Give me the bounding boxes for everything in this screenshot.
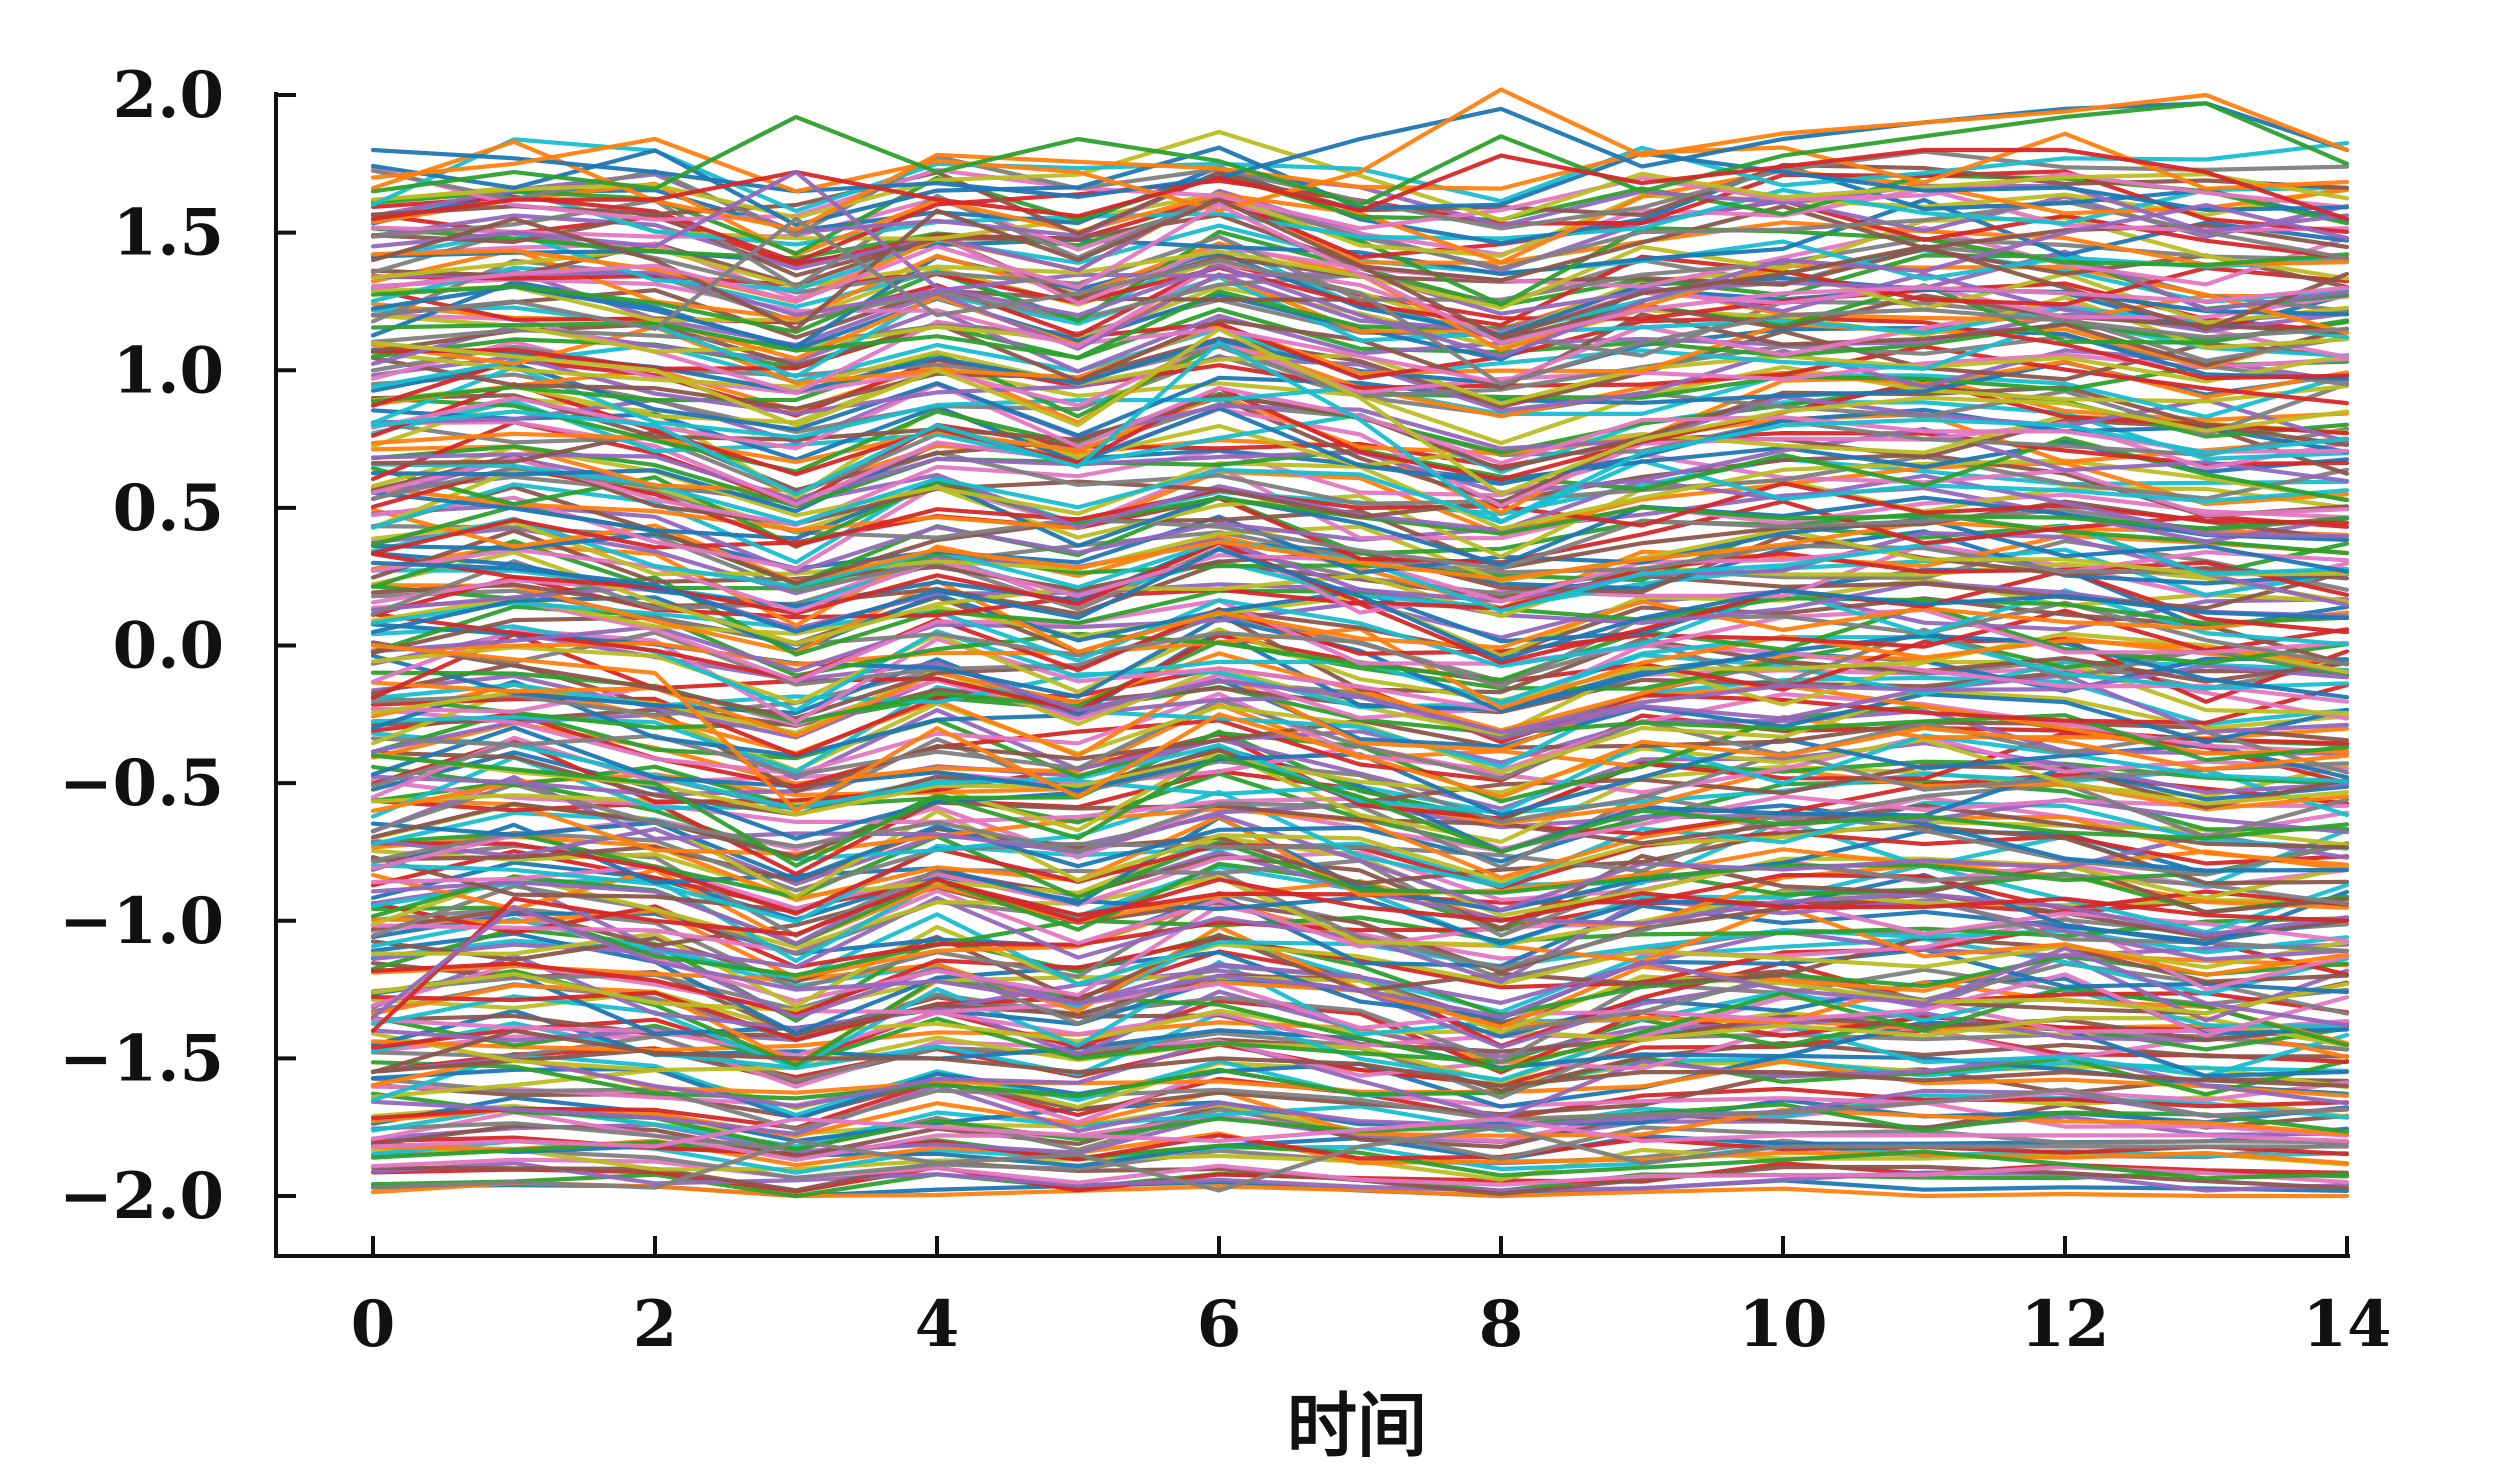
series-lines xyxy=(370,87,2350,1199)
series-line-bg-271 xyxy=(370,168,2350,265)
series-line-bg-118 xyxy=(370,737,2350,817)
y-tick-label: −1.5 xyxy=(59,1021,224,1096)
y-tick-label: 1.5 xyxy=(113,196,224,271)
series-line-bg-27 xyxy=(370,1076,2350,1132)
series-line-8 xyxy=(370,326,2350,497)
series-line-bg-80 xyxy=(370,860,2350,947)
series-line-6 xyxy=(370,203,2350,345)
x-tick-label: 10 xyxy=(1738,1287,1827,1362)
series-line-5 xyxy=(370,197,2350,340)
series-line-bg-225 xyxy=(370,329,2350,411)
series-line-9 xyxy=(370,340,2350,524)
x-tick-label: 6 xyxy=(1197,1287,1242,1362)
x-tick-label: 8 xyxy=(1479,1287,1524,1362)
y-tick-label: 2.0 xyxy=(113,58,224,133)
series-line-bg-144 xyxy=(370,631,2350,735)
series-line-bg-153 xyxy=(370,607,2350,682)
series-line-bg-100 xyxy=(370,803,2350,882)
series-line-13 xyxy=(370,877,2350,1033)
series-line-bg-279 xyxy=(370,137,2350,214)
series-line-15 xyxy=(370,1028,2350,1088)
x-tick-label: 12 xyxy=(2020,1287,2109,1362)
series-line-bg-92 xyxy=(370,831,2350,900)
y-tick-label: −2.0 xyxy=(59,1159,224,1234)
series-line-bg-262 xyxy=(370,201,2350,307)
series-line-bg-280 xyxy=(370,145,2350,228)
x-tick-label: 4 xyxy=(915,1287,960,1362)
x-tick-label: 0 xyxy=(351,1287,396,1362)
series-line-bg-85 xyxy=(370,853,2350,931)
series-line-2 xyxy=(370,101,2350,208)
series-line-bg-76 xyxy=(370,888,2350,955)
series-line-bg-39 xyxy=(370,1011,2350,1083)
y-tick-label: 0.0 xyxy=(113,609,224,684)
series-line-bg-127 xyxy=(370,697,2350,781)
y-tick-label: −0.5 xyxy=(59,746,224,821)
x-tick-label: 14 xyxy=(2302,1287,2391,1362)
series-line-bg-105 xyxy=(370,800,2350,859)
series-line-bg-98 xyxy=(370,802,2350,900)
series-line-bg-6 xyxy=(370,1157,2350,1187)
series-line-bg-58 xyxy=(370,971,2350,1034)
series-line-bg-161 xyxy=(370,578,2350,655)
series-line-bg-1 xyxy=(370,1180,2350,1199)
series-line-4 xyxy=(370,170,2350,359)
series-line-bg-242 xyxy=(370,283,2350,360)
series-line-bg-47 xyxy=(370,967,2350,1064)
series-line-bg-60 xyxy=(370,931,2350,1036)
y-tick-label: 0.5 xyxy=(113,471,224,546)
series-line-bg-123 xyxy=(370,712,2350,789)
series-line-bg-172 xyxy=(370,523,2350,591)
series-line-bg-199 xyxy=(370,458,2350,526)
series-line-bg-233 xyxy=(370,315,2350,381)
series-line-1 xyxy=(370,87,2350,213)
series-line-14 xyxy=(370,904,2350,1028)
series-line-bg-213 xyxy=(370,379,2350,482)
series-line-bg-72 xyxy=(370,905,2350,978)
series-line-bg-32 xyxy=(370,1055,2350,1101)
series-line-bg-4 xyxy=(370,1161,2350,1193)
x-axis-title: 时间 xyxy=(1287,1385,1427,1467)
y-ticks: 2.0 1.5 1.0 0.5 0.0 −0.5 −1.0 −1.5 −2.0 xyxy=(59,58,296,1234)
series-line-bg-195 xyxy=(370,452,2350,527)
series-line-bg-257 xyxy=(370,229,2350,302)
series-line-bg-220 xyxy=(370,360,2350,438)
series-line-bg-128 xyxy=(370,688,2350,775)
series-line-bg-131 xyxy=(370,670,2350,758)
x-ticks: 0 2 4 6 8 10 12 14 xyxy=(351,1236,2392,1362)
series-line-17 xyxy=(370,1125,2350,1193)
series-line-bg-174 xyxy=(370,526,2350,607)
series-line-bg-146 xyxy=(370,627,2350,725)
series-line-bg-12 xyxy=(370,1138,2350,1181)
series-line-16 xyxy=(370,1116,2350,1149)
series-line-bg-216 xyxy=(370,382,2350,466)
series-line-bg-197 xyxy=(370,450,2350,506)
series-line-bg-244 xyxy=(370,268,2350,351)
series-line-7 xyxy=(370,216,2350,387)
series-line-bg-269 xyxy=(370,185,2350,247)
series-line-10 xyxy=(370,547,2350,662)
series-line-11 xyxy=(370,643,2350,813)
series-line-bg-31 xyxy=(370,1054,2350,1098)
y-tick-label: −1.0 xyxy=(59,884,224,959)
series-line-bg-119 xyxy=(370,731,2350,815)
series-line-3 xyxy=(370,147,2350,221)
series-line-bg-46 xyxy=(370,995,2350,1058)
series-line-bg-97 xyxy=(370,809,2350,893)
series-line-bg-156 xyxy=(370,598,2350,683)
y-tick-label: 1.0 xyxy=(113,333,224,408)
axes xyxy=(274,92,2350,1258)
series-line-bg-183 xyxy=(370,496,2350,565)
series-line-bg-13 xyxy=(370,1133,2350,1162)
x-tick-label: 2 xyxy=(633,1287,678,1362)
series-line-bg-191 xyxy=(370,460,2350,537)
series-line-bg-130 xyxy=(370,677,2350,758)
series-line-bg-187 xyxy=(370,474,2350,571)
series-line-bg-278 xyxy=(370,129,2350,223)
series-line-12 xyxy=(370,753,2350,868)
